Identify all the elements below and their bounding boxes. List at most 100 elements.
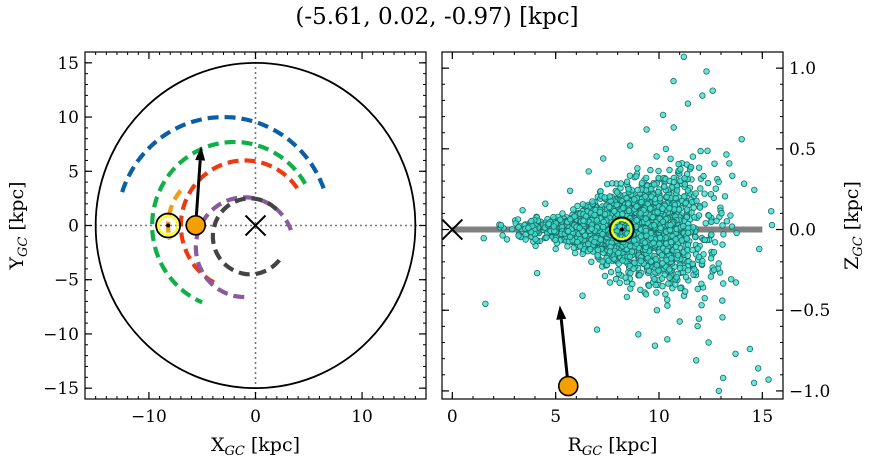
- star-point: [515, 223, 522, 231]
- star-point: [708, 218, 715, 225]
- star-point: [557, 216, 564, 223]
- star-point: [693, 197, 700, 205]
- star-point: [667, 238, 675, 246]
- star-point: [715, 387, 723, 395]
- star-point: [723, 151, 730, 158]
- star-point: [599, 258, 606, 265]
- star-point: [689, 153, 697, 160]
- star-point: [608, 180, 616, 187]
- star-point: [642, 291, 650, 298]
- object-marker: [557, 375, 579, 397]
- star-point: [647, 205, 654, 212]
- star-point: [533, 269, 541, 277]
- star-point: [643, 232, 650, 239]
- star-point: [711, 239, 719, 246]
- star-point: [684, 252, 691, 259]
- star-point: [676, 264, 684, 272]
- star-point: [694, 322, 701, 330]
- star-point: [701, 190, 708, 197]
- star-point: [528, 217, 535, 225]
- spiral-arm-3: [193, 195, 293, 300]
- star-point: [605, 257, 612, 264]
- star-point: [677, 166, 684, 173]
- star-point: [684, 267, 692, 274]
- star-point: [594, 252, 601, 259]
- star-point: [696, 204, 704, 211]
- velocity-arrow-head: [556, 305, 567, 320]
- star-point: [665, 280, 672, 287]
- star-point: [601, 272, 609, 280]
- left-plot-area: [85, 52, 426, 399]
- star-point: [670, 77, 677, 85]
- star-point: [728, 223, 736, 230]
- star-point: [482, 300, 489, 307]
- star-point: [645, 267, 653, 275]
- star-point: [750, 379, 758, 387]
- star-point: [694, 285, 701, 293]
- star-point: [579, 292, 586, 299]
- star-point: [620, 204, 627, 212]
- star-point: [519, 206, 526, 214]
- star-point: [689, 246, 696, 254]
- star-point: [635, 331, 642, 338]
- star-point: [756, 245, 763, 253]
- y-tick-label: −1.0: [789, 382, 830, 402]
- star-point: [710, 266, 718, 273]
- spiral-arm-0: [118, 114, 326, 198]
- star-point: [633, 203, 640, 210]
- star-point: [503, 236, 511, 243]
- star-point: [565, 228, 572, 235]
- star-point: [552, 236, 559, 244]
- star-point: [732, 279, 740, 286]
- star-point: [715, 260, 722, 267]
- star-point: [625, 207, 633, 214]
- star-point: [642, 193, 649, 200]
- star-point: [588, 225, 595, 232]
- star-point: [664, 336, 671, 343]
- star-point: [616, 279, 623, 286]
- star-point: [656, 234, 664, 241]
- right-panel: 0 5 10 15 −1.0 −0.5 0.0 0.5 1.0 RGC [kpc] ZGC [kpc…: [441, 51, 866, 459]
- star-point: [567, 233, 574, 241]
- star-point: [707, 273, 715, 280]
- star-point: [689, 260, 696, 267]
- star-point: [691, 266, 698, 273]
- star-point: [684, 241, 692, 248]
- star-point: [579, 201, 587, 208]
- star-point: [667, 221, 674, 229]
- star-point: [666, 205, 673, 212]
- star-point: [729, 172, 736, 179]
- star-point: [690, 204, 697, 211]
- star-point: [508, 225, 516, 233]
- star-point: [681, 175, 688, 182]
- star-point: [705, 339, 712, 346]
- star-point: [652, 256, 660, 263]
- star-point: [680, 53, 687, 60]
- velocity-arrow-head: [195, 146, 206, 161]
- star-point: [599, 230, 606, 238]
- x-tick-label: 0: [447, 407, 458, 427]
- star-point: [653, 289, 660, 296]
- star-point: [713, 217, 720, 225]
- star-point: [623, 178, 631, 185]
- velocity-arrow: [559, 319, 570, 387]
- star-point: [698, 302, 705, 309]
- star-point: [633, 173, 640, 180]
- star-point: [673, 187, 681, 194]
- star-point: [719, 314, 726, 321]
- star-point: [719, 374, 727, 382]
- star-point: [768, 221, 776, 229]
- star-point: [707, 255, 715, 262]
- star-point: [680, 222, 687, 230]
- galactic-center-marker: [442, 218, 464, 241]
- star-point: [657, 195, 664, 202]
- star-point: [651, 275, 658, 283]
- right-frame: [441, 51, 784, 400]
- y-axis-label: YGC [kpc]: [6, 181, 31, 270]
- star-point: [596, 208, 604, 216]
- star-point: [622, 274, 629, 281]
- star-point: [663, 193, 670, 201]
- star-point: [606, 203, 613, 211]
- star-point: [625, 200, 632, 207]
- star-point: [619, 211, 626, 218]
